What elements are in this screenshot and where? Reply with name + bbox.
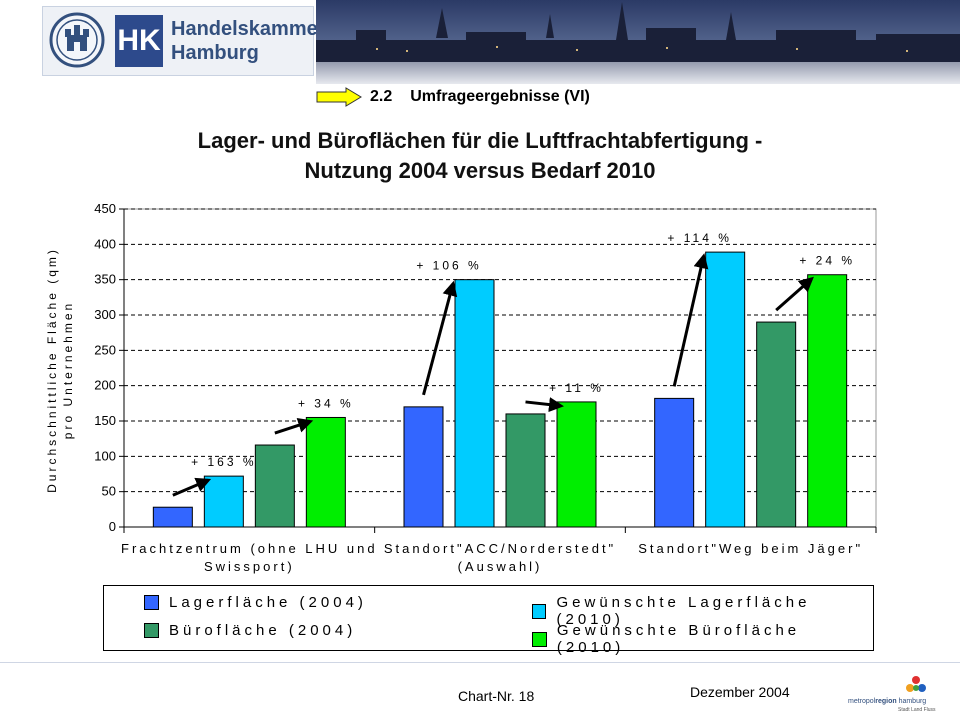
bar <box>556 401 597 528</box>
y-tick-label: 400 <box>94 236 116 251</box>
metropolregion-logo: metropolregion hamburg Stadt Land Fluss <box>848 676 936 713</box>
chart-title-line2: Nutzung 2004 versus Bedarf 2010 <box>304 158 656 183</box>
legend-label: Bürofläche (2004) <box>169 622 357 639</box>
legend-item-bueroflaeche-2004: Bürofläche (2004) <box>144 622 356 639</box>
x-category-label: Frachtzentrum (ohne LHU und <box>121 541 378 556</box>
y-tick-label: 300 <box>94 307 116 322</box>
x-category-label: Swissport) <box>204 559 295 574</box>
legend-swatch <box>144 623 159 638</box>
bar <box>305 416 346 528</box>
org-name: Handelskammer Hamburg <box>171 17 326 65</box>
header: HK Handelskammer Hamburg <box>0 0 960 92</box>
change-arrow <box>672 253 709 387</box>
legend-swatch <box>532 631 547 647</box>
change-arrow <box>775 276 814 312</box>
org-name-line1: Handelskammer <box>171 18 326 40</box>
partner-logo-tagline: Stadt Land Fluss <box>898 707 936 713</box>
plot-area <box>123 208 877 528</box>
chart-number: Chart-Nr. 18 <box>458 688 535 704</box>
partner-logo-brand: region <box>875 698 896 705</box>
skyline-image <box>316 0 960 84</box>
legend-label: Gewünschte Bürofläche (2010) <box>556 622 801 656</box>
legend-item-lagerflaeche-2004: Lagerfläche (2004) <box>144 594 367 611</box>
section-title: Umfrageergebnisse (VI) <box>410 88 590 105</box>
hk-abbr: HK <box>115 15 163 67</box>
y-tick-label: 150 <box>94 413 116 428</box>
bar <box>756 321 797 528</box>
x-category-label: Standort"Weg beim Jäger" <box>638 541 863 556</box>
chart-legend: Lagerfläche (2004) Gewünschte Lagerfläch… <box>103 585 874 656</box>
y-tick-label: 350 <box>94 272 116 287</box>
y-tick-label: 200 <box>94 378 116 393</box>
legend-swatch <box>532 603 547 619</box>
legend-item-gewuenschte-bueroflaeche-2010: Gewünschte Bürofläche (2010) <box>532 622 873 656</box>
x-category-label: Standort"ACC/Norderstedt" <box>384 541 616 556</box>
partner-logo-suffix: hamburg <box>897 698 927 705</box>
bar <box>505 413 546 528</box>
coat-of-arms-icon <box>49 12 105 68</box>
change-label: + 11 % <box>549 381 604 395</box>
legend-item-gewuenschte-lagerflaeche-2010: Gewünschte Lagerfläche (2010) <box>532 594 873 628</box>
y-tick-label: 50 <box>102 484 116 499</box>
x-category-label: (Auswahl) <box>458 559 543 574</box>
arrow-right-icon <box>316 87 362 107</box>
legend-label: Gewünschte Lagerfläche (2010) <box>556 594 811 628</box>
svg-text:metropolregion hamburg: metropolregion hamburg <box>848 698 926 705</box>
y-tick-label: 250 <box>94 342 116 357</box>
bar <box>403 406 444 528</box>
bar <box>705 251 746 528</box>
change-label: + 163 % <box>191 455 256 469</box>
y-tick-label: 100 <box>94 448 116 463</box>
change-arrow <box>274 418 314 435</box>
change-arrow <box>422 280 458 396</box>
change-label: + 114 % <box>667 231 731 245</box>
bar <box>152 506 193 528</box>
change-label: + 24 % <box>799 254 855 268</box>
chamber-logo: HK Handelskammer Hamburg <box>42 6 326 76</box>
footer-date: Dezember 2004 <box>690 684 790 700</box>
change-label: + 34 % <box>298 396 354 410</box>
change-arrow <box>525 397 564 413</box>
y-axis-label-line1: Durchschnittliche Fläche (qm) <box>45 247 59 493</box>
org-name-line2: Hamburg <box>171 42 259 64</box>
y-axis-label-line2: pro Unternehmen <box>61 301 75 439</box>
bar <box>254 444 295 528</box>
section-heading: 2.2 Umfrageergebnisse (VI) <box>316 84 590 110</box>
change-arrow <box>172 477 212 497</box>
partner-logo-prefix: metropol <box>848 698 876 705</box>
section-number: 2.2 <box>370 88 393 105</box>
legend-label: Lagerfläche (2004) <box>169 594 367 611</box>
bar <box>203 475 244 528</box>
bar <box>807 274 848 528</box>
chart-title-line1: Lager- und Büroflächen für die Luftfrach… <box>197 128 763 153</box>
legend-swatch <box>144 595 159 610</box>
change-label: + 106 % <box>416 259 481 273</box>
footer-divider <box>0 662 960 663</box>
y-tick-label: 0 <box>109 519 116 534</box>
y-tick-label: 450 <box>94 201 116 216</box>
bar <box>654 397 695 528</box>
bar <box>454 279 495 528</box>
